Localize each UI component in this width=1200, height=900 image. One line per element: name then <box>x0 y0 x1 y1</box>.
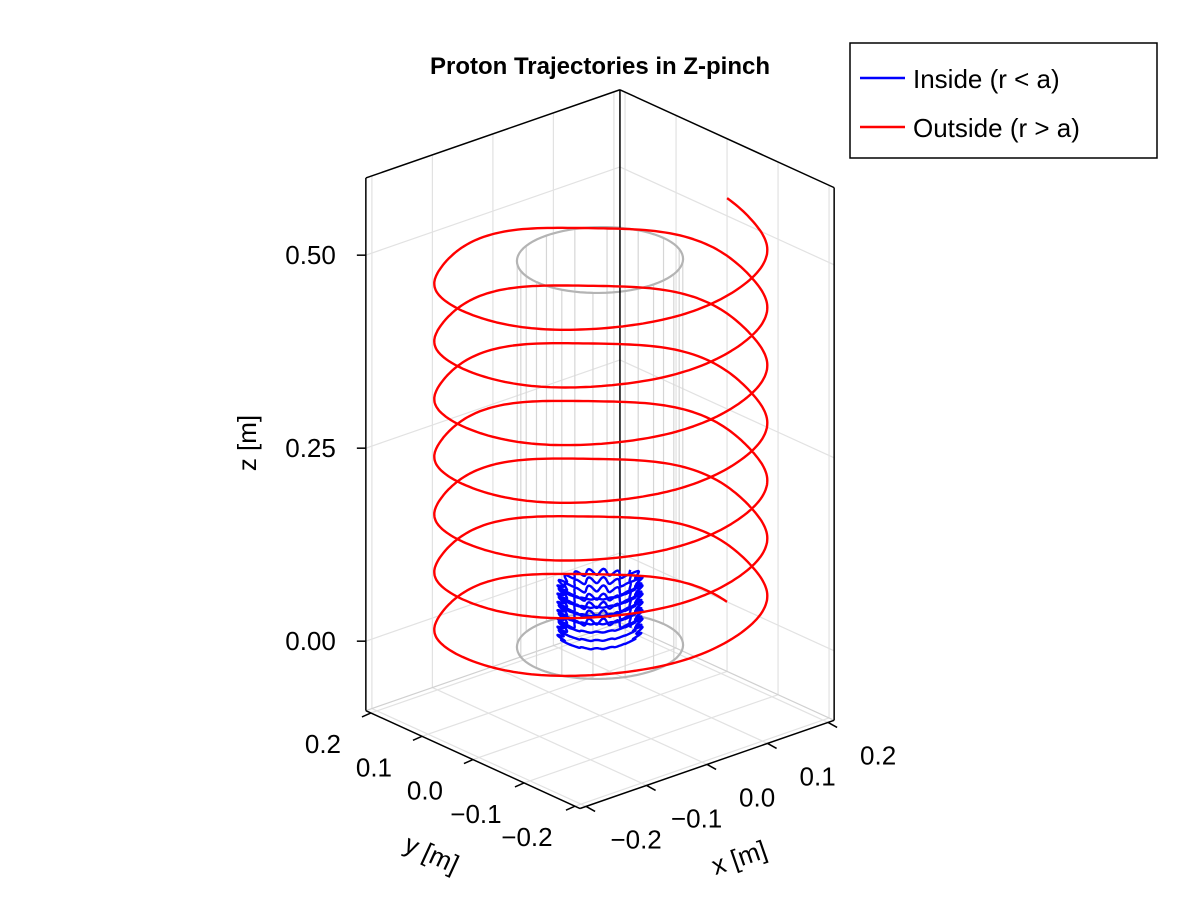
x-tick-mark <box>585 805 596 813</box>
y-tick-mark <box>412 735 423 741</box>
tick-labels: −0.2−0.10.00.10.2−0.2−0.10.00.10.20.000.… <box>285 240 896 854</box>
z-axis-label: z [m] <box>232 415 262 471</box>
floor-gridline-y <box>472 670 728 761</box>
y-tick-mark <box>565 805 576 811</box>
floor-gridline-y <box>421 647 677 737</box>
cylinder-circle <box>515 225 685 295</box>
series-lines <box>433 197 769 678</box>
y-tick-mark <box>514 782 525 788</box>
y-tick-label: 0.2 <box>305 729 341 759</box>
series-line-outside <box>433 197 769 678</box>
y-tick-mark <box>361 712 372 718</box>
chart-title: Proton Trajectories in Z-pinch <box>430 53 770 80</box>
x-tick-label: 0.2 <box>860 740 896 770</box>
x-tick-label: 0.1 <box>800 761 836 791</box>
z-tick-label: 0.25 <box>285 433 336 463</box>
wall-gridline-z <box>619 359 835 459</box>
axis-box <box>356 89 838 813</box>
wall-gridline-z <box>365 359 621 449</box>
z-tick-label: 0.50 <box>285 240 336 270</box>
legend-label-inside: Inside (r < a) <box>913 64 1060 94</box>
wall-gridline-z <box>619 552 835 652</box>
y-tick-label: −0.2 <box>501 822 552 852</box>
wall-gridline-z <box>365 166 621 256</box>
z-tick-label: 0.00 <box>285 626 336 656</box>
legend-label-outside: Outside (r > a) <box>913 113 1080 143</box>
reference-cylinder <box>515 225 685 681</box>
x-axis-label: x [m] <box>708 834 771 881</box>
y-tick-label: 0.0 <box>407 776 443 806</box>
gridlines <box>365 91 835 807</box>
y-tick-mark <box>463 758 474 765</box>
legend: Inside (r < a) Outside (r > a) <box>849 42 1158 159</box>
legend-box <box>849 42 1158 159</box>
x-tick-label: −0.2 <box>610 824 661 854</box>
y-tick-label: −0.1 <box>450 799 501 829</box>
floor-gridline-y <box>574 717 830 807</box>
x-tick-mark <box>646 784 656 792</box>
y-tick-label: 0.1 <box>356 752 392 782</box>
y-axis-label: y [m] <box>400 828 464 879</box>
floor-back-edge <box>619 621 835 721</box>
top-edge <box>619 89 835 189</box>
x-tick-mark <box>706 763 717 771</box>
x-tick-mark <box>767 742 777 750</box>
series-line-inside <box>556 567 644 651</box>
x-tick-mark <box>827 721 838 729</box>
wall-gridline-z <box>365 552 621 642</box>
x-tick-label: 0.0 <box>739 782 775 812</box>
top-edge <box>365 89 621 179</box>
x-tick-label: −0.1 <box>671 803 722 833</box>
floor-gridline-y <box>523 694 779 784</box>
wall-gridline-z <box>619 166 835 266</box>
